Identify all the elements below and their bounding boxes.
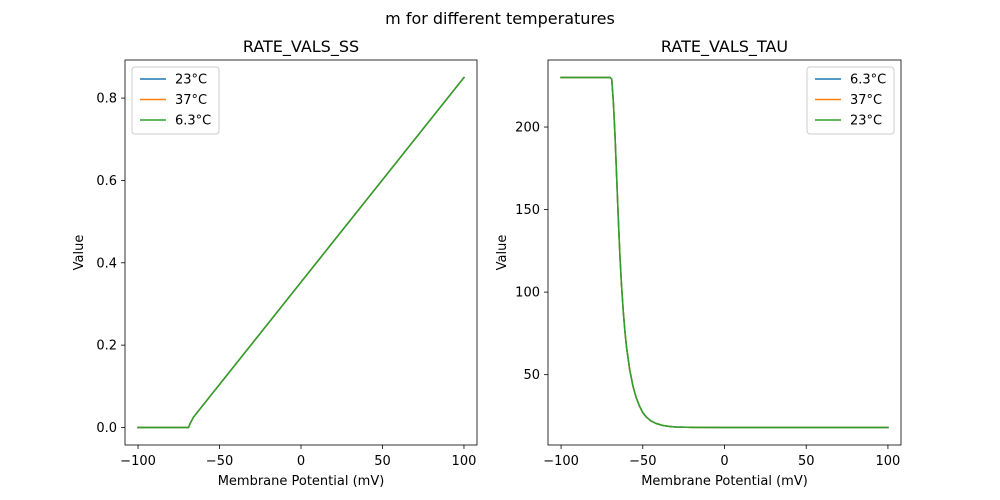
x-tick-label: 100 (876, 454, 901, 469)
figure-suptitle: m for different temperatures (385, 9, 615, 28)
x-tick-label: −50 (629, 454, 656, 469)
y-tick-label: 100 (515, 286, 540, 301)
series-line-3 (560, 76, 889, 429)
x-tick-label: 50 (798, 454, 815, 469)
y-tick-label: 150 (515, 203, 540, 218)
x-axis-label: Membrane Potential (mV) (218, 474, 385, 489)
y-tick-label: 0.8 (96, 92, 117, 107)
legend-label: 23°C (175, 73, 207, 88)
x-tick-label: −50 (206, 454, 233, 469)
legend-box (131, 66, 220, 135)
y-tick-label: 0.0 (96, 421, 117, 436)
x-tick-label: −100 (543, 454, 579, 469)
subplot-title: RATE_VALS_SS (243, 37, 359, 57)
y-tick-label: 200 (515, 121, 540, 136)
x-tick-label: 50 (374, 454, 391, 469)
y-tick-label: 50 (523, 368, 540, 383)
subplot-title: RATE_VALS_TAU (661, 37, 788, 57)
subplot-2: −100 −50 0 50 100 50 100 150 200 RATE_VALS_TAU Mem… (495, 37, 902, 489)
y-tick-label: 0.4 (96, 256, 117, 271)
subplots: −100 −50 0 50 100 0.0 0.2 0.4 0.6 0.8 RATE_VALS_SS… (72, 37, 902, 489)
subplot-1: −100 −50 0 50 100 0.0 0.2 0.4 0.6 0.8 RATE_VALS_SS… (72, 37, 478, 489)
legend-label: 23°C (850, 114, 882, 129)
x-tick-label: −100 (120, 454, 156, 469)
y-tick-label: 0.2 (96, 339, 117, 354)
y-axis-label: Value (495, 235, 510, 271)
x-tick-label: 100 (452, 454, 477, 469)
legend-label: 6.3°C (175, 114, 211, 129)
legend-label: 37°C (175, 93, 207, 108)
legend: 6.3°C 37°C 23°C (806, 66, 895, 135)
legend-label: 37°C (850, 93, 882, 108)
x-tick-label: 0 (297, 454, 305, 469)
legend-label: 6.3°C (850, 73, 886, 88)
legend-box (806, 66, 895, 135)
legend: 23°C 37°C 6.3°C (131, 66, 220, 135)
y-tick-label: 0.6 (96, 174, 117, 189)
x-tick-label: 0 (720, 454, 728, 469)
y-axis-label: Value (72, 235, 87, 271)
series-line-3 (137, 76, 466, 429)
x-axis-label: Membrane Potential (mV) (641, 474, 808, 489)
